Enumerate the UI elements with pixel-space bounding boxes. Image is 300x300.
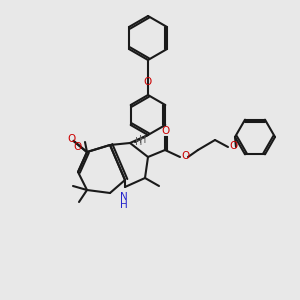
Text: O: O: [181, 151, 189, 161]
Text: H: H: [135, 137, 143, 147]
Text: O: O: [229, 141, 237, 151]
Text: O: O: [162, 126, 170, 136]
Text: H: H: [139, 135, 147, 145]
Text: O: O: [73, 142, 81, 152]
Text: O: O: [67, 134, 75, 144]
Text: N: N: [120, 192, 128, 202]
Text: H: H: [120, 200, 128, 210]
Text: O: O: [144, 77, 152, 87]
